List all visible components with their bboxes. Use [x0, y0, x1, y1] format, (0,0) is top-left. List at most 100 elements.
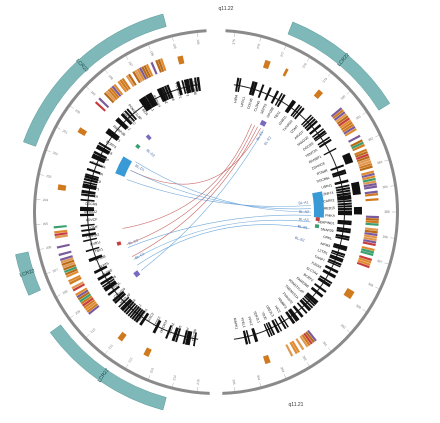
breakpoint-label: BL-C2 — [128, 238, 139, 245]
gene-block — [81, 189, 96, 195]
segdup-block — [365, 222, 379, 226]
gene-block — [81, 228, 96, 232]
gene-label: ZNF280B — [191, 80, 198, 96]
gene-block — [265, 322, 273, 337]
gene-block — [335, 236, 350, 241]
segdup-block — [119, 79, 129, 92]
tick-label: 384 — [382, 185, 388, 190]
segdup-block — [79, 293, 92, 303]
gene-block — [327, 260, 341, 268]
gene-label: RSPH14 — [152, 95, 162, 109]
tick-mark — [375, 286, 379, 289]
gene-label: HIC2 — [274, 305, 282, 314]
gene-label: USP18 — [102, 147, 113, 156]
gene-label: PRODH — [183, 327, 190, 340]
gene-block — [114, 292, 127, 304]
gene-block — [121, 299, 133, 312]
gene-label: ARVCF — [86, 218, 98, 223]
link-curve — [130, 127, 261, 185]
gene-block — [335, 186, 351, 192]
breakpoint-label: BL-A3 — [299, 217, 309, 222]
segdup-block — [56, 243, 70, 249]
gene-block — [188, 78, 195, 93]
segdup-block — [363, 185, 378, 190]
gene-label: TBX1 — [94, 247, 103, 253]
tick-label: 201 — [62, 129, 69, 135]
tick-label: 386 — [382, 235, 388, 240]
segdup-block — [359, 162, 373, 169]
gene-block — [299, 299, 312, 312]
breakpoint-block — [314, 224, 320, 229]
gene-block — [310, 286, 324, 298]
tick-mark — [362, 112, 367, 115]
gene-block — [93, 265, 108, 274]
tick-label: 382 — [367, 136, 374, 142]
gene-block — [196, 77, 201, 92]
segdup-block — [145, 63, 154, 77]
tick-mark — [70, 315, 74, 318]
gene-block — [329, 254, 344, 262]
segdup-block — [364, 229, 378, 234]
tick-mark — [375, 135, 379, 138]
gene-block — [139, 312, 150, 326]
gene-block — [80, 223, 95, 227]
gene-block — [97, 144, 111, 153]
link-curve — [130, 170, 311, 210]
tick-label: 214 — [172, 375, 177, 381]
gene-label: ZNF74 — [323, 191, 334, 197]
segdup-block — [69, 277, 82, 285]
gene-block — [251, 327, 259, 343]
gene-label: COMT — [290, 124, 300, 134]
segdup-block — [313, 89, 324, 100]
gene-label: FAM230A — [91, 160, 107, 170]
gene-block — [292, 105, 303, 118]
gene-label: RTN4R — [92, 169, 104, 176]
gene-label: COMT — [88, 225, 98, 230]
segdup-block — [361, 172, 375, 179]
breakpoint-block — [135, 143, 141, 150]
link-curve — [140, 129, 264, 271]
tick-mark — [328, 347, 331, 351]
breakpoint-block — [133, 270, 141, 278]
gene-block — [305, 120, 318, 132]
breakpoint-label: BL-A2 — [299, 210, 309, 214]
gene-block — [80, 206, 95, 209]
gene-block — [337, 202, 352, 206]
gene-label: MED15 — [324, 206, 336, 210]
breakpoint-label: BL-E2 — [263, 136, 272, 146]
gene-label: SEPT5 — [260, 103, 268, 115]
gene-block — [194, 77, 199, 92]
gene-block — [181, 80, 187, 95]
gene-label: DGCR14 — [159, 319, 168, 333]
gene-label: HIRA — [128, 298, 137, 307]
segdup-block — [332, 109, 344, 120]
segdup-block — [338, 117, 351, 127]
gene-label: CES5AP1 — [182, 81, 190, 97]
gene-label: HIRA — [233, 94, 238, 103]
segdup-block — [86, 303, 99, 313]
gene-label: CRKL — [323, 235, 333, 241]
gene-label: TRMT2A — [84, 193, 99, 199]
gene-block — [335, 233, 350, 239]
gene-label: DGCR5 — [175, 325, 182, 338]
gene-block — [80, 213, 95, 217]
gene-block — [290, 104, 301, 117]
gene-block — [183, 79, 190, 94]
segdup-block — [109, 87, 120, 99]
gene-block — [85, 173, 100, 179]
segdup-block — [353, 206, 362, 215]
segdup-block — [359, 165, 373, 172]
duplication-links — [122, 123, 312, 271]
gene-block — [103, 280, 116, 290]
segdup-block — [282, 68, 289, 77]
tick-label: 378 — [301, 62, 307, 69]
tick-label: 381 — [355, 114, 362, 120]
gene-block — [106, 128, 120, 140]
breakpoint-label: BL-E1 — [256, 130, 264, 141]
gene-block — [242, 330, 249, 345]
gene-block — [147, 93, 157, 107]
gene-block — [93, 150, 108, 160]
gene-label: P2RX6 — [311, 261, 322, 270]
gene-label: UBE2L3 — [265, 304, 275, 317]
